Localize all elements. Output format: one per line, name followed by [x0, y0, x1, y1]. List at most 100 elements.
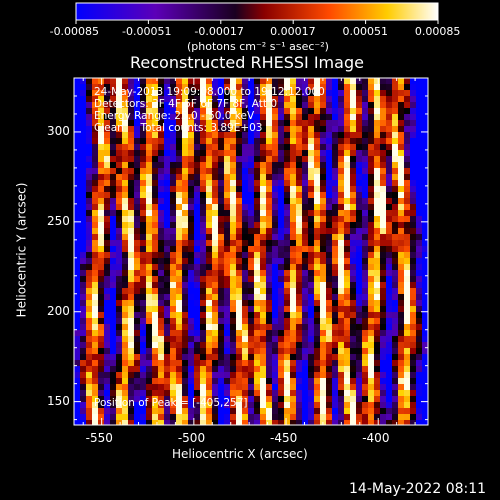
- heatmap-cell: [74, 114, 81, 121]
- heatmap-cell: [92, 210, 99, 217]
- heatmap-cell: [260, 258, 267, 265]
- heatmap-cell: [356, 126, 363, 133]
- heatmap-cell: [266, 384, 273, 391]
- heatmap-cell: [122, 420, 129, 425]
- heatmap-cell: [290, 366, 297, 373]
- heatmap-cell: [302, 420, 309, 425]
- heatmap-cell: [116, 312, 123, 319]
- heatmap-cell: [236, 384, 243, 391]
- heatmap-cell: [320, 396, 327, 403]
- heatmap-cell: [356, 414, 363, 421]
- heatmap-cell: [164, 318, 171, 325]
- heatmap-cell: [326, 228, 333, 235]
- heatmap-cell: [308, 342, 315, 349]
- heatmap-cell: [338, 174, 345, 181]
- heatmap-cell: [266, 402, 273, 409]
- heatmap-cell: [308, 378, 315, 385]
- heatmap-cell: [236, 306, 243, 313]
- heatmap-cell: [116, 414, 123, 421]
- heatmap-cell: [278, 78, 285, 85]
- heatmap-cell: [164, 246, 171, 253]
- heatmap-cell: [254, 396, 261, 403]
- heatmap-cell: [164, 198, 171, 205]
- heatmap-cell: [122, 372, 129, 379]
- heatmap-cell: [254, 108, 261, 115]
- heatmap-cell: [146, 108, 153, 115]
- heatmap-cell: [272, 330, 279, 337]
- heatmap-cell: [296, 192, 303, 199]
- heatmap-cell: [326, 366, 333, 373]
- heatmap-cell: [170, 294, 177, 301]
- heatmap-cell: [290, 102, 297, 109]
- heatmap-cell: [140, 288, 147, 295]
- heatmap-cell: [74, 204, 81, 211]
- heatmap-cell: [248, 372, 255, 379]
- heatmap-cell: [230, 252, 237, 259]
- heatmap-cell: [278, 90, 285, 97]
- heatmap-cell: [350, 300, 357, 307]
- heatmap-cell: [164, 258, 171, 265]
- heatmap-cell: [314, 126, 321, 133]
- heatmap-cell: [386, 192, 393, 199]
- heatmap-cell: [170, 264, 177, 271]
- heatmap-cell: [260, 156, 267, 163]
- heatmap-cell: [320, 162, 327, 169]
- heatmap-cell: [188, 204, 195, 211]
- heatmap-cell: [278, 294, 285, 301]
- heatmap-cell: [356, 390, 363, 397]
- heatmap-cell: [344, 216, 351, 223]
- heatmap-cell: [272, 78, 279, 85]
- heatmap-cell: [80, 180, 87, 187]
- heatmap-cell: [92, 204, 99, 211]
- heatmap-cell: [182, 210, 189, 217]
- heatmap-cell: [356, 174, 363, 181]
- heatmap-cell: [344, 306, 351, 313]
- heatmap-cell: [176, 96, 183, 103]
- heatmap-cell: [380, 384, 387, 391]
- heatmap-cell: [98, 312, 105, 319]
- heatmap-cell: [410, 192, 417, 199]
- heatmap-cell: [284, 252, 291, 259]
- heatmap-cell: [170, 372, 177, 379]
- heatmap-cell: [416, 204, 423, 211]
- heatmap-cell: [236, 102, 243, 109]
- heatmap-cell: [254, 342, 261, 349]
- heatmap-cell: [392, 168, 399, 175]
- heatmap-cell: [194, 150, 201, 157]
- heatmap-cell: [368, 306, 375, 313]
- heatmap-cell: [296, 216, 303, 223]
- heatmap-cell: [368, 78, 375, 85]
- heatmap-cell: [302, 318, 309, 325]
- heatmap-cell: [212, 318, 219, 325]
- heatmap-cell: [422, 378, 428, 385]
- heatmap-cell: [122, 252, 129, 259]
- heatmap-cell: [140, 210, 147, 217]
- heatmap-cell: [290, 210, 297, 217]
- heatmap-cell: [86, 336, 93, 343]
- heatmap-cell: [332, 180, 339, 187]
- heatmap-cell: [416, 120, 423, 127]
- heatmap-cell: [182, 318, 189, 325]
- heatmap-cell: [74, 354, 81, 361]
- heatmap-cell: [380, 228, 387, 235]
- heatmap-cell: [200, 246, 207, 253]
- heatmap-cell: [392, 402, 399, 409]
- heatmap-cell: [380, 180, 387, 187]
- heatmap-cell: [74, 312, 81, 319]
- heatmap-cell: [182, 168, 189, 175]
- heatmap-cell: [410, 126, 417, 133]
- heatmap-cell: [386, 90, 393, 97]
- heatmap-cell: [110, 234, 117, 241]
- heatmap-cell: [284, 138, 291, 145]
- heatmap-cell: [314, 270, 321, 277]
- heatmap-cell: [236, 162, 243, 169]
- heatmap-cell: [338, 228, 345, 235]
- heatmap-cell: [278, 402, 285, 409]
- heatmap-cell: [158, 192, 165, 199]
- heatmap-cell: [164, 174, 171, 181]
- heatmap-cell: [146, 348, 153, 355]
- heatmap-cell: [410, 252, 417, 259]
- heatmap-cell: [368, 96, 375, 103]
- heatmap-cell: [344, 168, 351, 175]
- heatmap-cell: [218, 420, 225, 425]
